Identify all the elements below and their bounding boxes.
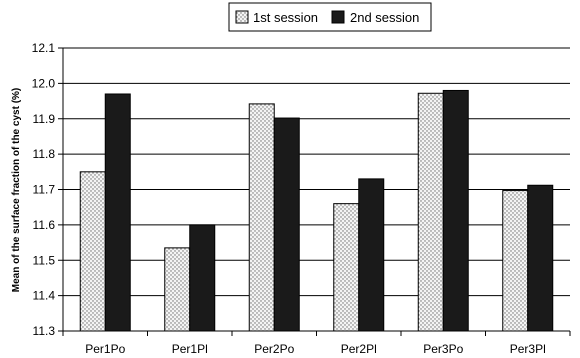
bar-per3po-2nd-session: [442, 89, 469, 332]
legend-swatch-2nd-session: [331, 10, 345, 24]
gridlines: [63, 47, 570, 332]
x-category-label: Per2Po: [254, 342, 294, 356]
legend-box: [228, 2, 432, 32]
bars: [79, 89, 554, 332]
y-tick-label: 11.7: [33, 183, 56, 197]
y-tick-label: 11.6: [33, 218, 56, 232]
y-tick-label: 11.9: [33, 112, 56, 126]
bar-per1pl-2nd-session: [189, 224, 216, 332]
bar-per3po-1st-session: [417, 92, 444, 332]
bar-per1po-1st-session: [79, 171, 106, 332]
y-tick-label: 11.4: [33, 289, 56, 303]
bar-per3pl-1st-session: [502, 190, 529, 332]
bar-per2po-2nd-session: [273, 117, 300, 332]
y-tick-label: 12.1: [32, 41, 56, 55]
bar-per1pl-1st-session: [164, 247, 191, 332]
y-axis-label: Mean of the surface fraction of the cyst…: [11, 88, 22, 292]
bar-per1po-2nd-session: [104, 93, 131, 332]
x-category-label: Per2Pl: [341, 342, 377, 356]
bar-per2po-1st-session: [248, 103, 275, 332]
y-tick-label: 12.0: [32, 76, 56, 90]
axes: [58, 47, 571, 336]
x-category-labels: Per1Po Per1Pl Per2Po Per2Pl Per3Po Per3Pl: [85, 342, 546, 356]
bar-per3pl-2nd-session: [527, 184, 554, 332]
x-category-label: Per3Pl: [510, 342, 546, 356]
x-category-label: Per1Pl: [172, 342, 208, 356]
legend-label-2nd-session: 2nd session: [350, 10, 419, 25]
y-tick-label: 11.8: [33, 147, 56, 161]
y-tick-label: 11.5: [33, 253, 56, 267]
legend-swatch-1st-session: [235, 10, 249, 24]
x-category-label: Per3Po: [423, 342, 463, 356]
x-category-label: Per1Po: [85, 342, 125, 356]
legend-label-1st-session: 1st session: [253, 10, 318, 25]
legend: 1st session 2nd session: [228, 2, 432, 32]
bar-per2pl-2nd-session: [358, 178, 385, 332]
bar-per2pl-1st-session: [333, 203, 360, 332]
y-tick-label: 11.3: [33, 324, 56, 338]
y-tick-labels: 11.3 11.4 11.5 11.6 11.7 11.8 11.9 12.0 12.1: [32, 41, 56, 338]
